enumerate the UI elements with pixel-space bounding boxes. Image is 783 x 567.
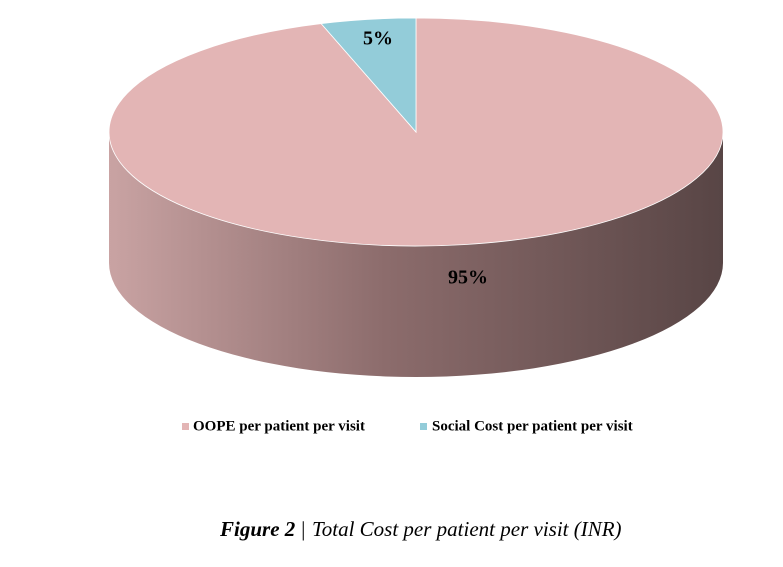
legend: OOPE per patient per visit Social Cost pe…: [182, 418, 633, 434]
slice-side: [109, 132, 723, 377]
legend-marker: [420, 423, 427, 430]
legend-label: OOPE per patient per visit: [193, 418, 365, 434]
pie: 95% 5%: [108, 17, 724, 377]
legend-label: Social Cost per patient per visit: [432, 418, 633, 434]
legend-marker: [182, 423, 189, 430]
value-label: 5%: [363, 28, 393, 50]
figure-label: Figure 2: [219, 517, 296, 541]
chart-title: Total Cost per patient per visit (INR): [312, 517, 622, 541]
caption-separator: |: [300, 517, 306, 541]
value-label: 95%: [448, 267, 488, 289]
slice: [320, 17, 417, 134]
